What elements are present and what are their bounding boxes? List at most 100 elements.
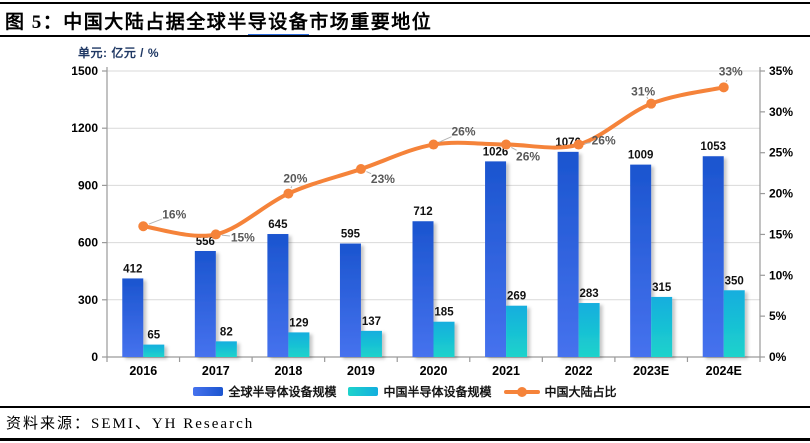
x-category-label: 2021 xyxy=(492,364,520,378)
x-category-label: 2016 xyxy=(129,364,157,378)
y-tick-label-right: 5% xyxy=(769,309,787,323)
y-tick-label-right: 0% xyxy=(769,350,787,364)
top-rule xyxy=(0,2,810,4)
bar-china xyxy=(143,344,165,357)
share-marker xyxy=(355,164,366,175)
legend-item-global: 全球半导体设备规模 xyxy=(193,383,336,400)
y-tick-label-left: 300 xyxy=(78,293,98,307)
y-tick-label-left: 1500 xyxy=(71,64,98,78)
legend-label-china: 中国半导体设备规模 xyxy=(383,385,492,399)
x-category-label: 2022 xyxy=(565,364,593,378)
legend-dot-icon xyxy=(516,386,527,397)
share-pct-label: 15% xyxy=(231,230,255,244)
unit-label: 单元: 亿元 / % xyxy=(78,46,160,60)
bar-global-value-label: 412 xyxy=(123,263,142,275)
bottom-rule xyxy=(0,438,810,441)
bar-china xyxy=(578,303,600,357)
legend-item-china: 中国半导体设备规模 xyxy=(348,383,492,400)
bar-china xyxy=(433,321,455,357)
y-tick-label-right: 10% xyxy=(769,268,793,282)
bar-global-value-label: 1053 xyxy=(700,141,726,153)
share-pct-label: 23% xyxy=(371,172,395,186)
bar-china-value-label: 82 xyxy=(220,326,233,338)
bar-global-value-label: 556 xyxy=(196,236,215,248)
bar-china xyxy=(651,296,673,357)
share-pct-label: 26% xyxy=(516,150,540,164)
bar-global xyxy=(194,250,216,357)
leader-line xyxy=(725,79,728,83)
title-underlined-text: 导设备 xyxy=(247,12,310,37)
x-category-label: 2024E xyxy=(706,364,742,378)
bar-china-value-label: 129 xyxy=(289,317,308,329)
x-category-label: 2017 xyxy=(202,364,230,378)
bar-china-value-label: 65 xyxy=(147,330,160,342)
share-marker xyxy=(210,229,221,240)
bar-china-value-label: 185 xyxy=(434,307,454,319)
bar-global xyxy=(702,156,724,357)
bar-global-value-label: 645 xyxy=(268,219,288,231)
legend-label-share: 中国大陆占比 xyxy=(544,385,617,399)
source-note: 资料来源：SEMI、YH Research xyxy=(6,416,255,432)
x-category-label: 2019 xyxy=(347,364,375,378)
chart-plot: 0 300 600 900 1200 1500 0% 5% 10% 15% 20% 25% 30% 35%… xyxy=(71,64,793,378)
legend: 全球半导体设备规模 中国半导体设备规模 中国大陆占比 xyxy=(0,383,810,400)
bar-global xyxy=(267,234,289,357)
bar-china xyxy=(506,305,528,357)
bar-global xyxy=(122,278,144,357)
share-pct-label: 26% xyxy=(592,134,616,148)
share-pct-label: 33% xyxy=(719,64,743,78)
y-tick-label-left: 1200 xyxy=(71,121,98,135)
y-tick-label-right: 15% xyxy=(769,227,793,241)
title-rule xyxy=(0,35,810,37)
bar-china-value-label: 315 xyxy=(652,282,672,294)
bar-global xyxy=(485,161,507,357)
share-marker xyxy=(573,139,584,150)
share-marker xyxy=(138,221,149,232)
bar-china xyxy=(360,330,382,357)
legend-label-global: 全球半导体设备规模 xyxy=(228,385,337,399)
leader-line xyxy=(646,96,649,99)
bar-china-value-label: 137 xyxy=(362,316,381,328)
bar-global-value-label: 712 xyxy=(413,206,432,218)
bar-global xyxy=(557,151,579,357)
y-tick-label-right: 35% xyxy=(769,64,793,78)
y-tick-label-left: 600 xyxy=(78,236,98,250)
legend-item-share: 中国大陆占比 xyxy=(503,383,617,400)
bar-global xyxy=(630,164,652,357)
leader-line xyxy=(221,234,230,237)
leader-line xyxy=(366,171,372,175)
legend-swatch-china-icon xyxy=(348,387,379,396)
leader-line xyxy=(290,186,293,189)
source-rule xyxy=(0,406,810,408)
leader-line xyxy=(511,146,517,151)
bar-global-value-label: 595 xyxy=(341,229,361,241)
x-category-label: 2018 xyxy=(274,364,302,378)
bar-global-value-label: 1026 xyxy=(483,146,509,158)
share-marker xyxy=(501,139,512,150)
leader-line xyxy=(584,142,591,145)
bar-china-value-label: 269 xyxy=(507,291,526,303)
leader-line xyxy=(148,218,163,225)
bar-china xyxy=(288,332,310,357)
x-category-label: 2020 xyxy=(420,364,448,378)
y-tick-label-left: 0 xyxy=(91,350,98,364)
share-marker xyxy=(283,188,294,199)
bar-global-value-label: 1009 xyxy=(628,150,654,162)
share-pct-label: 26% xyxy=(451,125,475,139)
share-pct-label: 20% xyxy=(283,172,307,186)
bar-china xyxy=(215,341,237,357)
bar-china-value-label: 283 xyxy=(580,288,599,300)
bar-global xyxy=(412,221,434,357)
share-pct-label: 31% xyxy=(631,85,655,99)
share-marker xyxy=(646,98,657,109)
share-pct-label: 16% xyxy=(162,207,186,221)
bar-china xyxy=(723,290,745,357)
y-tick-label-right: 30% xyxy=(769,105,793,119)
bar-global xyxy=(339,243,361,357)
legend-line-marker-icon xyxy=(503,386,540,397)
y-tick-label-right: 20% xyxy=(769,187,793,201)
bar-china-value-label: 350 xyxy=(725,275,744,287)
share-marker xyxy=(428,139,439,150)
title-suffix: 市场重要地位 xyxy=(309,12,433,33)
